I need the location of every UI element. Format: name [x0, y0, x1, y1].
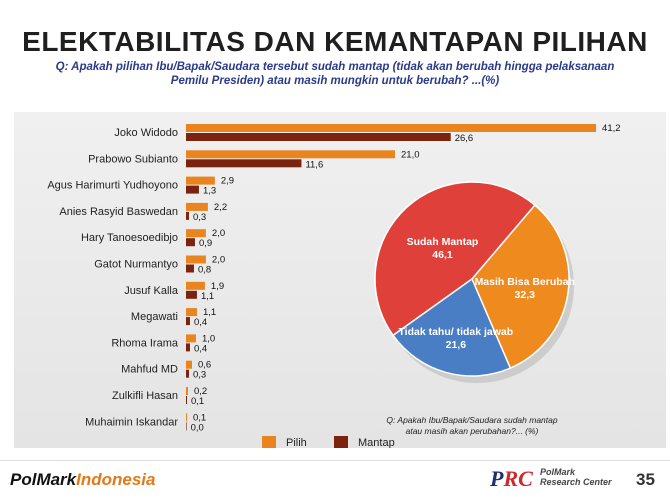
polmark-indonesia-logo: PolMarkIndonesia [10, 470, 156, 489]
value-label-pilih: 1,0 [202, 333, 215, 344]
value-label-mantap: 11,6 [305, 159, 323, 170]
page-title: ELEKTABILITAS DAN KEMANTAPAN PILIHAN [22, 26, 648, 57]
pie-label: Sudah Mantap [407, 236, 479, 248]
value-label-mantap: 0,0 [191, 422, 204, 433]
value-label-pilih: 2,9 [221, 176, 234, 187]
legend-swatch-mantap [334, 436, 348, 448]
pie-note-line2: atau masih akan perubahan?... (%) [406, 426, 539, 436]
prc-logo: PRC [490, 466, 533, 491]
value-label-mantap: 1,3 [203, 186, 216, 197]
bar-mantap [186, 211, 189, 220]
value-label-pilih: 2,2 [214, 202, 227, 213]
legend-swatch-pilih [262, 436, 276, 448]
pie-slice [471, 204, 570, 370]
bar-pilih [186, 387, 188, 395]
bar-pilih [186, 150, 395, 159]
category-label: Gatot Nurmantyo [94, 259, 178, 271]
bar-mantap [186, 396, 187, 404]
pie-value-label: 32,3 [515, 289, 536, 301]
prc-logo-subtitle: PolMark Research Center [540, 467, 612, 487]
pie-label: Masih Bisa Berubah [475, 276, 575, 288]
bar-pilih [186, 202, 208, 211]
category-label: Anies Rasyid Baswedan [59, 206, 178, 218]
pie-slice [374, 181, 536, 337]
bar-mantap [186, 343, 190, 352]
bar-pilih [186, 229, 206, 238]
value-label-pilih: 0,2 [194, 386, 207, 397]
category-label: Zulkifli Hasan [112, 390, 178, 402]
value-label-mantap: 0,4 [194, 317, 207, 328]
page-number: 35 [636, 470, 655, 489]
value-label-mantap: 26,6 [455, 133, 474, 144]
bar-chart: Joko Widodo 41,2 26,6 Prabowo Subianto 21,0 1… [47, 123, 621, 448]
pie-note-line1: Q: Apakah Ibu/Bapak/Saudara sudah mantap [386, 415, 557, 425]
legend-label-mantap: Mantap [358, 437, 395, 448]
bar-pilih [186, 334, 196, 343]
pie-slice [392, 277, 512, 377]
bar-pilih [186, 124, 597, 132]
category-label: Joko Widodo [114, 127, 178, 139]
bar-pilih [186, 413, 187, 422]
pie-value-label: 21,6 [446, 339, 467, 351]
value-label-mantap: 0,4 [194, 343, 207, 354]
value-label-mantap: 0,8 [198, 265, 211, 276]
value-label-pilih: 41,2 [602, 123, 621, 134]
bar-mantap [186, 369, 189, 378]
value-label-mantap: 0,9 [199, 238, 212, 249]
bar-mantap [186, 159, 302, 168]
value-label-pilih: 2,0 [212, 255, 225, 266]
value-label-pilih: 0,6 [198, 360, 211, 371]
bar-mantap [186, 422, 187, 431]
value-label-mantap: 0,3 [193, 370, 206, 381]
value-label-mantap: 0,3 [193, 212, 206, 223]
legend-label-pilih: Pilih [286, 437, 307, 448]
category-label: Agus Harimurti Yudhoyono [47, 180, 178, 192]
pie-value-label: 46,1 [432, 249, 453, 261]
category-label: Prabowo Subianto [88, 153, 178, 165]
chart-panel: Joko Widodo 41,2 26,6 Prabowo Subianto 21,0 1… [14, 112, 666, 448]
pie-label: Tidak tahu/ tidak jawab [398, 326, 513, 338]
bar-mantap [186, 238, 195, 247]
bar-mantap [186, 264, 194, 273]
bar-pilih [186, 281, 205, 290]
category-label: Rhoma Irama [111, 337, 179, 349]
bar-mantap [186, 290, 197, 299]
value-label-mantap: 0,1 [191, 396, 204, 407]
category-label: Megawati [131, 311, 178, 323]
question-subtitle: Q: Apakah pilihan Ibu/Bapak/Saudara ters… [55, 61, 615, 87]
bar-pilih [186, 255, 206, 264]
category-label: Muhaimin Iskandar [85, 416, 178, 428]
category-label: Hary Tanoesoedibjo [81, 232, 178, 244]
bar-mantap [186, 317, 190, 326]
value-label-pilih: 2,0 [212, 228, 225, 239]
footer-divider [0, 460, 670, 461]
value-label-pilih: 0,1 [193, 412, 206, 423]
bar-pilih [186, 176, 215, 185]
category-label: Jusuf Kalla [124, 285, 179, 297]
bar-pilih [186, 308, 197, 317]
value-label-pilih: 1,1 [203, 307, 216, 318]
value-label-mantap: 1,1 [201, 291, 214, 302]
category-label: Mahfud MD [121, 364, 178, 376]
bar-mantap [186, 133, 451, 141]
bar-pilih [186, 360, 192, 369]
bar-mantap [186, 185, 199, 194]
value-label-pilih: 1,9 [211, 281, 224, 292]
value-label-pilih: 21,0 [401, 149, 420, 160]
